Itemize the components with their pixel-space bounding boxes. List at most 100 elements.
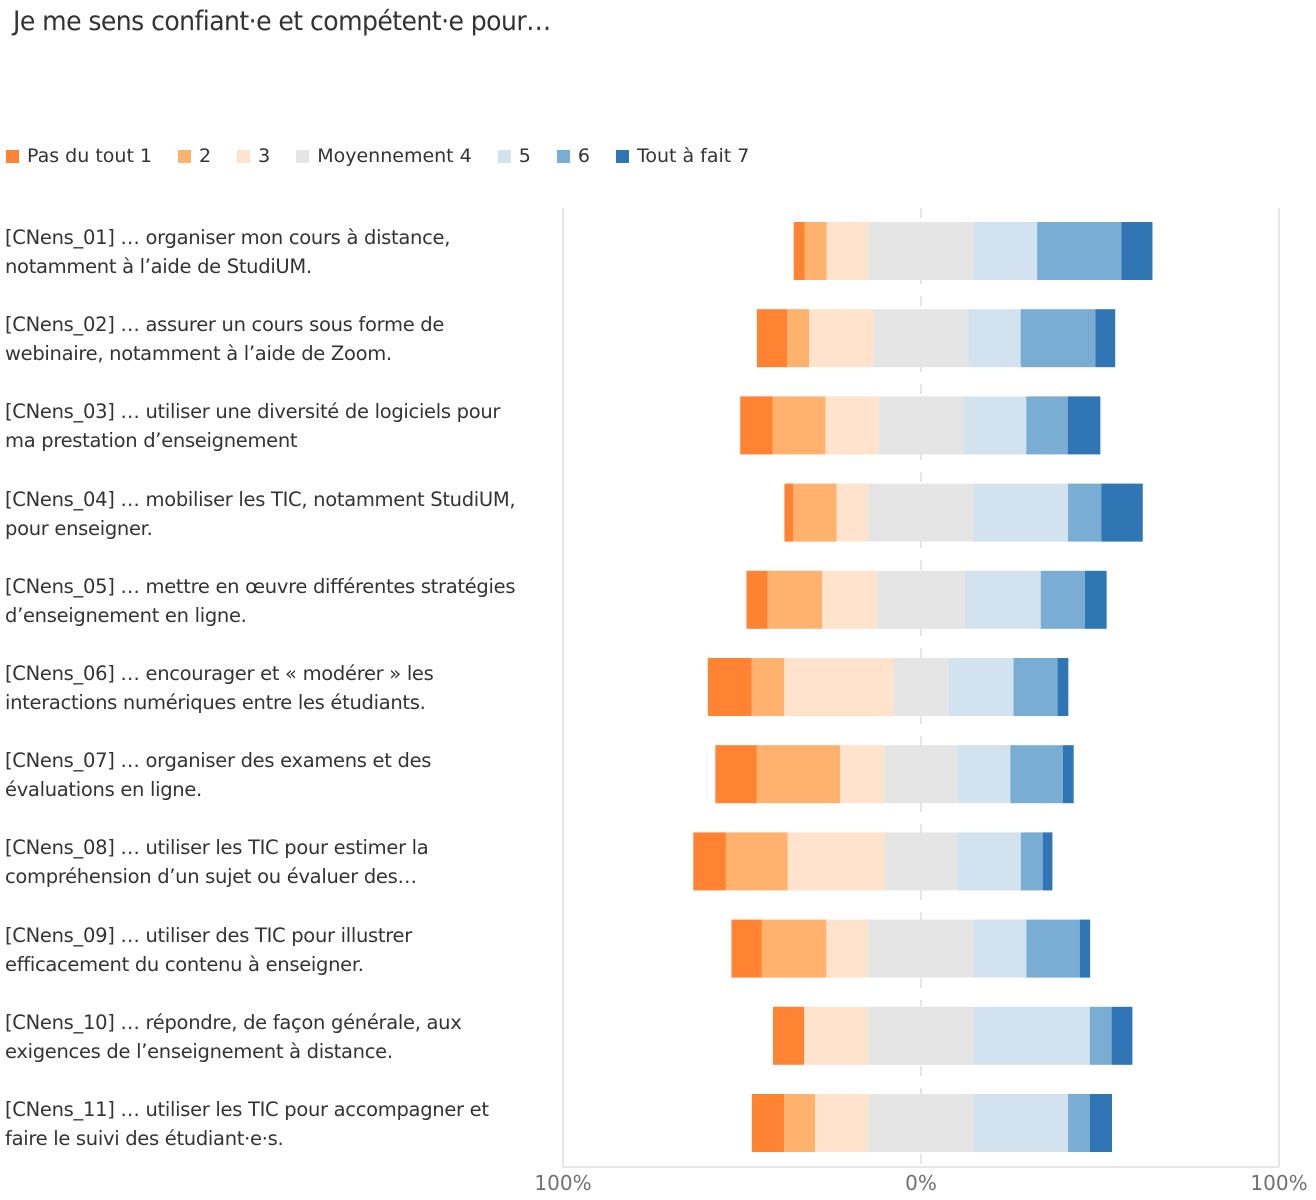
bar-segment[interactable] — [893, 658, 949, 716]
bar-segment[interactable] — [884, 745, 958, 804]
bar-segment[interactable] — [973, 222, 1038, 280]
category-label: [CNens_11] … utiliser les TIC pour accom… — [5, 1095, 530, 1153]
bar-segment[interactable] — [1084, 570, 1107, 629]
bar-segment[interactable] — [1062, 745, 1074, 804]
bar-segment[interactable] — [963, 396, 1027, 455]
bar-segment[interactable] — [822, 570, 878, 629]
bar-segment[interactable] — [973, 1006, 1090, 1065]
bar-segment[interactable] — [948, 658, 1014, 716]
bar-segment[interactable] — [1067, 483, 1102, 542]
bar-segment[interactable] — [973, 919, 1027, 978]
bar-segment[interactable] — [793, 222, 805, 280]
bar-row — [746, 570, 1107, 629]
bar-segment[interactable] — [826, 919, 869, 978]
category-label-line: [CNens_06] … encourager et « modérer » l… — [5, 662, 434, 685]
bar-segment[interactable] — [1057, 658, 1069, 716]
bar-segment[interactable] — [825, 396, 879, 455]
bar-segment[interactable] — [756, 309, 788, 368]
bar-segment[interactable] — [809, 309, 874, 368]
bar-segment[interactable] — [815, 1094, 869, 1152]
category-label-line: [CNens_11] … utiliser les TIC pour accom… — [5, 1098, 489, 1121]
bar-segment[interactable] — [1010, 745, 1063, 804]
bar-segment[interactable] — [884, 832, 958, 891]
bar-segment[interactable] — [1020, 832, 1043, 891]
category-label-line: webinaire, notamment à l’aide de Zoom. — [5, 342, 392, 366]
bar-segment[interactable] — [878, 396, 964, 455]
bar-segment[interactable] — [968, 309, 1021, 368]
bar-segment[interactable] — [767, 570, 823, 629]
bar-segment[interactable] — [1040, 570, 1085, 629]
category-label: [CNens_03] … utiliser une diversité de l… — [5, 397, 530, 455]
bar-segment[interactable] — [877, 570, 965, 629]
bar-segment[interactable] — [772, 396, 826, 455]
legend-item[interactable]: Tout à fait 7 — [615, 145, 749, 167]
bar-segment[interactable] — [1067, 396, 1101, 455]
bar-segment[interactable] — [761, 919, 827, 978]
bar-segment[interactable] — [707, 658, 752, 716]
bar-segment[interactable] — [1095, 309, 1116, 368]
category-label-line: ma prestation d’enseignement — [5, 429, 298, 453]
bar-segment[interactable] — [1020, 309, 1096, 368]
category-label: [CNens_09] … utiliser des TIC pour illus… — [5, 921, 530, 979]
bar-segment[interactable] — [1121, 222, 1153, 280]
legend-item[interactable]: Moyennement 4 — [296, 145, 472, 167]
legend-swatch — [296, 149, 310, 163]
legend-item[interactable]: 2 — [178, 145, 211, 167]
bar-segment[interactable] — [751, 658, 785, 716]
bar-segment[interactable] — [1042, 832, 1053, 891]
bar-segment[interactable] — [868, 1006, 974, 1065]
bar-segment[interactable] — [1026, 919, 1080, 978]
bar-segment[interactable] — [740, 396, 773, 455]
bar-segment[interactable] — [1067, 1094, 1090, 1152]
bar-segment[interactable] — [873, 309, 969, 368]
bar-segment[interactable] — [973, 1094, 1068, 1152]
bar-segment[interactable] — [868, 483, 974, 542]
bar-segment[interactable] — [1013, 658, 1058, 716]
bar-segment[interactable] — [973, 483, 1068, 542]
bar-segment[interactable] — [756, 745, 841, 804]
bar-row — [715, 745, 1074, 804]
bar-segment[interactable] — [784, 1094, 816, 1152]
bar-segment[interactable] — [957, 745, 1011, 804]
legend-swatch — [497, 149, 511, 163]
bar-segment[interactable] — [725, 832, 788, 891]
bar-segment[interactable] — [826, 222, 869, 280]
bar-segment[interactable] — [746, 570, 768, 629]
bar-segment[interactable] — [868, 1094, 974, 1152]
bar-segment[interactable] — [1089, 1094, 1112, 1152]
bar-segment[interactable] — [1089, 1006, 1112, 1065]
bar-segment[interactable] — [784, 483, 794, 542]
bar-segment[interactable] — [793, 483, 837, 542]
legend-item[interactable]: 3 — [237, 145, 270, 167]
legend-item[interactable]: 5 — [497, 145, 531, 167]
category-label: [CNens_04] … mobiliser les TIC, notammen… — [5, 485, 530, 543]
bar-segment[interactable] — [693, 832, 726, 891]
bar-segment[interactable] — [1037, 222, 1122, 280]
bar-segment[interactable] — [784, 658, 894, 716]
bar-segment[interactable] — [804, 222, 827, 280]
bar-segment[interactable] — [868, 919, 974, 978]
bar-segment[interactable] — [804, 1006, 869, 1065]
bar-segment[interactable] — [840, 745, 885, 804]
bar-segment[interactable] — [1079, 919, 1091, 978]
bar-segment[interactable] — [731, 919, 762, 978]
bar-segment[interactable] — [1026, 396, 1068, 455]
bar-segment[interactable] — [787, 832, 885, 891]
bar-segment[interactable] — [868, 222, 974, 280]
bar-segment[interactable] — [751, 1094, 785, 1152]
legend-item[interactable]: Pas du tout 1 — [6, 145, 152, 167]
legend-item[interactable]: 6 — [556, 145, 590, 167]
bar-segment[interactable] — [964, 570, 1041, 629]
x-tick-label: 0% — [905, 1171, 937, 1195]
bar-segment[interactable] — [715, 745, 757, 804]
bar-segment[interactable] — [1101, 483, 1143, 542]
legend-swatch — [615, 149, 629, 163]
legend-label: 6 — [577, 145, 590, 167]
bar-segment[interactable] — [772, 1006, 805, 1065]
bar-segment[interactable] — [1111, 1006, 1133, 1065]
bar-segment[interactable] — [836, 483, 869, 542]
category-label: [CNens_08] … utiliser les TIC pour estim… — [5, 833, 530, 891]
category-label-line: d’enseignement en ligne. — [5, 603, 247, 627]
bar-segment[interactable] — [957, 832, 1021, 891]
bar-segment[interactable] — [787, 309, 810, 368]
